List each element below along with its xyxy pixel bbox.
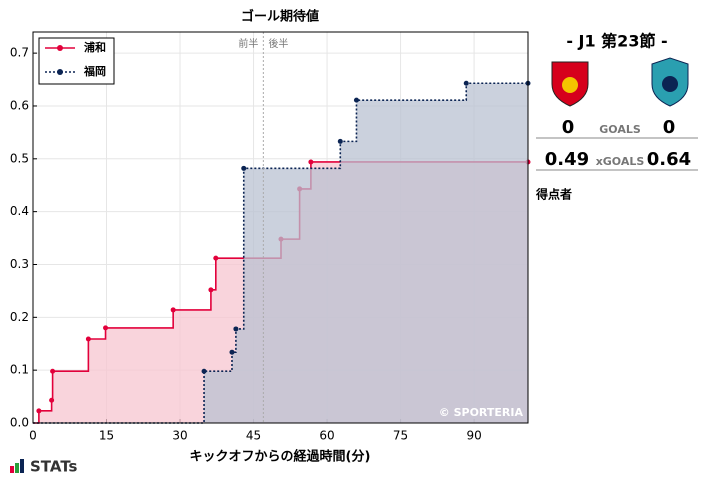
legend-marker bbox=[57, 45, 63, 51]
x-tick-label: 15 bbox=[99, 429, 114, 443]
point bbox=[49, 397, 55, 403]
point bbox=[208, 287, 214, 293]
x-tick-label: 45 bbox=[246, 429, 261, 443]
goals-label: GOALS bbox=[599, 123, 641, 136]
y-tick-label: 0.5 bbox=[10, 151, 29, 165]
home-logo bbox=[551, 61, 589, 107]
x-tick-label: 30 bbox=[172, 429, 187, 443]
y-tick-label: 0.2 bbox=[10, 310, 29, 324]
brand: STATs bbox=[30, 458, 78, 476]
y-tick-label: 0.4 bbox=[10, 204, 29, 218]
x-tick-label: 0 bbox=[29, 429, 37, 443]
chart-title: ゴール期待値 bbox=[241, 9, 319, 25]
line bbox=[33, 82, 528, 424]
point bbox=[229, 349, 235, 355]
away-goals: 0 bbox=[663, 117, 676, 138]
scorers-label: 得点者 bbox=[535, 187, 572, 202]
point bbox=[308, 159, 314, 165]
halftime-label: 後半 bbox=[268, 37, 288, 50]
point bbox=[85, 336, 91, 342]
plot-frame bbox=[32, 31, 529, 424]
x-tick-label: 90 bbox=[466, 429, 481, 443]
legend-box bbox=[38, 37, 115, 85]
away-logo bbox=[651, 57, 689, 107]
watermark: © SPORTERIA bbox=[439, 406, 524, 419]
home-xg: 0.49 bbox=[545, 149, 589, 170]
x-tick-label: 75 bbox=[393, 429, 408, 443]
home-goals: 0 bbox=[562, 117, 575, 138]
away-xg: 0.64 bbox=[647, 149, 691, 170]
point bbox=[463, 80, 469, 86]
legend-label: 浦和 bbox=[84, 40, 106, 54]
point bbox=[36, 408, 42, 414]
point bbox=[103, 325, 109, 331]
xg-label: xGOALS bbox=[596, 155, 645, 168]
point bbox=[233, 326, 239, 332]
point bbox=[337, 138, 343, 144]
legend-marker bbox=[57, 69, 63, 75]
x-axis-label: キックオフからの経過時間(分) bbox=[190, 449, 371, 465]
point bbox=[201, 368, 207, 374]
y-tick-label: 0.6 bbox=[10, 98, 29, 112]
point bbox=[170, 307, 176, 313]
y-tick-label: 0.1 bbox=[10, 363, 29, 377]
halftime-label: 前半 bbox=[238, 37, 258, 50]
x-tick-label: 60 bbox=[319, 429, 334, 443]
y-tick-label: 0.0 bbox=[10, 416, 29, 430]
point bbox=[353, 97, 359, 103]
legend-label: 福岡 bbox=[83, 64, 106, 78]
point bbox=[213, 255, 219, 261]
point bbox=[50, 368, 56, 374]
match-title: - J1 第23節 - bbox=[566, 32, 667, 51]
brand-logo bbox=[10, 459, 24, 473]
y-tick-label: 0.3 bbox=[10, 257, 29, 271]
area bbox=[33, 83, 528, 424]
point bbox=[241, 165, 247, 171]
y-tick-label: 0.7 bbox=[10, 46, 29, 60]
plot: 0.0 0.1 0.2 0.3 0.4 0.5 0.6 0.7 0 15 30 45 60 75 90 前半後… bbox=[10, 31, 531, 443]
